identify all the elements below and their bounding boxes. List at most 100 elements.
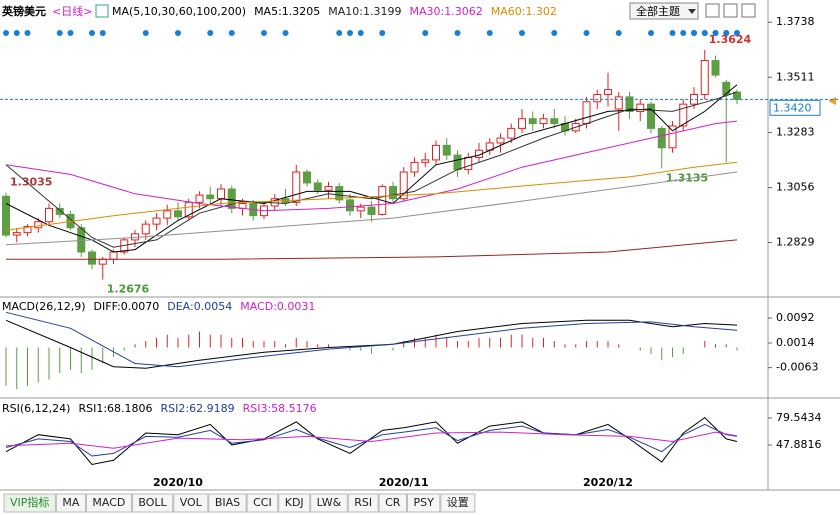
event-dot [24, 30, 31, 36]
candle-body [303, 171, 311, 184]
event-dot [454, 30, 461, 36]
candle-body [356, 206, 365, 212]
indicator-line [5, 171, 738, 246]
window-button[interactable] [723, 3, 738, 18]
candle-body [324, 186, 333, 191]
candle-body [313, 182, 322, 191]
candle-body [88, 251, 96, 265]
candle-body [582, 101, 591, 125]
tab-label: 设置 [447, 496, 469, 509]
event-dot [583, 30, 590, 36]
event-dot [3, 30, 9, 36]
candle-body [722, 81, 731, 95]
event-dot [680, 30, 687, 36]
candle-body [453, 154, 462, 171]
event-dot [691, 30, 697, 36]
tab[interactable] [440, 493, 476, 513]
theme-dropdown[interactable] [629, 2, 699, 20]
event-dot [175, 30, 181, 36]
event-dot [99, 30, 106, 36]
candle-body [109, 251, 118, 260]
event-dot [261, 30, 267, 36]
event-dot [67, 30, 74, 36]
candle-body [2, 195, 10, 236]
candle-body [518, 118, 526, 129]
event-dot [519, 30, 525, 36]
theme-label: 全部主题 [636, 4, 680, 18]
candle-body [711, 60, 720, 76]
tab[interactable] [85, 493, 132, 513]
period[interactable]: <日线> [52, 4, 92, 18]
event-dot [723, 30, 730, 36]
candle-body [399, 171, 408, 200]
candle-body [163, 210, 172, 219]
event-dot [142, 30, 149, 36]
candle-body [346, 199, 354, 212]
event-dot [13, 30, 20, 36]
candle-body [335, 186, 344, 201]
settings-icon[interactable] [95, 4, 109, 18]
tab[interactable] [310, 493, 348, 513]
candle-body [389, 186, 397, 200]
legend-item: RSI(6,12,24) [2, 402, 70, 415]
candle-body [668, 125, 677, 149]
tab[interactable] [347, 493, 379, 513]
candle-body [227, 188, 236, 209]
tab-label: CCI [253, 496, 272, 509]
tab[interactable] [208, 493, 247, 513]
tab-label: RSI [354, 496, 372, 509]
candle-body [550, 118, 559, 125]
tab-label: LW& [317, 496, 342, 509]
indicator-line [5, 161, 738, 231]
y-tick-label: 1.3738 [776, 15, 815, 28]
candle-body [174, 210, 182, 218]
candle-body [528, 118, 537, 125]
candle-body [55, 207, 64, 215]
candle-body [464, 156, 473, 171]
indicator-line [5, 423, 738, 457]
y-tick-label: 0.0092 [776, 311, 815, 324]
y-tick-label: 47.8816 [776, 438, 822, 451]
candle-body [98, 258, 107, 265]
event-dot [734, 30, 740, 36]
extreme-label: 1.3135 [666, 171, 708, 184]
event-dot [712, 30, 719, 36]
candle-body [217, 188, 225, 200]
candle-body [152, 217, 161, 225]
tab[interactable] [131, 493, 174, 513]
tab[interactable] [278, 493, 311, 513]
tab-label: VIP指标 [10, 495, 49, 509]
candle-body [593, 93, 602, 103]
tab[interactable] [378, 493, 407, 513]
candle-body [625, 96, 634, 112]
tab-label: PSY [413, 496, 434, 509]
candle-body [432, 144, 440, 161]
event-dot [669, 30, 676, 36]
candle-body [442, 144, 451, 156]
tab-label: BOLL [138, 496, 167, 509]
tab-label: MACD [92, 496, 125, 509]
window-button[interactable] [741, 3, 756, 18]
tab[interactable] [55, 493, 86, 513]
tab-label: CR [385, 496, 401, 509]
tab[interactable] [406, 493, 441, 513]
legend-item: MACD:0.0031 [240, 300, 315, 313]
event-dot [282, 30, 289, 36]
extreme-label: 1.3035 [10, 176, 52, 189]
tab[interactable] [246, 493, 279, 513]
y-tick-label: 1.2829 [776, 236, 815, 249]
indicator-line [5, 431, 738, 449]
candle-body [657, 127, 666, 149]
extreme-label: 1.2676 [107, 283, 150, 296]
legend-item: MA(5,10,30,60,100,200) [112, 5, 246, 18]
candle-body [539, 118, 548, 125]
candle-body [141, 223, 150, 235]
window-button[interactable] [705, 3, 720, 18]
y-tick-label: 1.3511 [776, 70, 815, 83]
candle-body [45, 207, 53, 223]
tab[interactable] [3, 493, 56, 513]
legend-item: RSI1:68.1806 [78, 402, 152, 415]
candle-body [679, 103, 688, 127]
indicator-line [6, 239, 738, 260]
tab[interactable] [173, 493, 209, 513]
